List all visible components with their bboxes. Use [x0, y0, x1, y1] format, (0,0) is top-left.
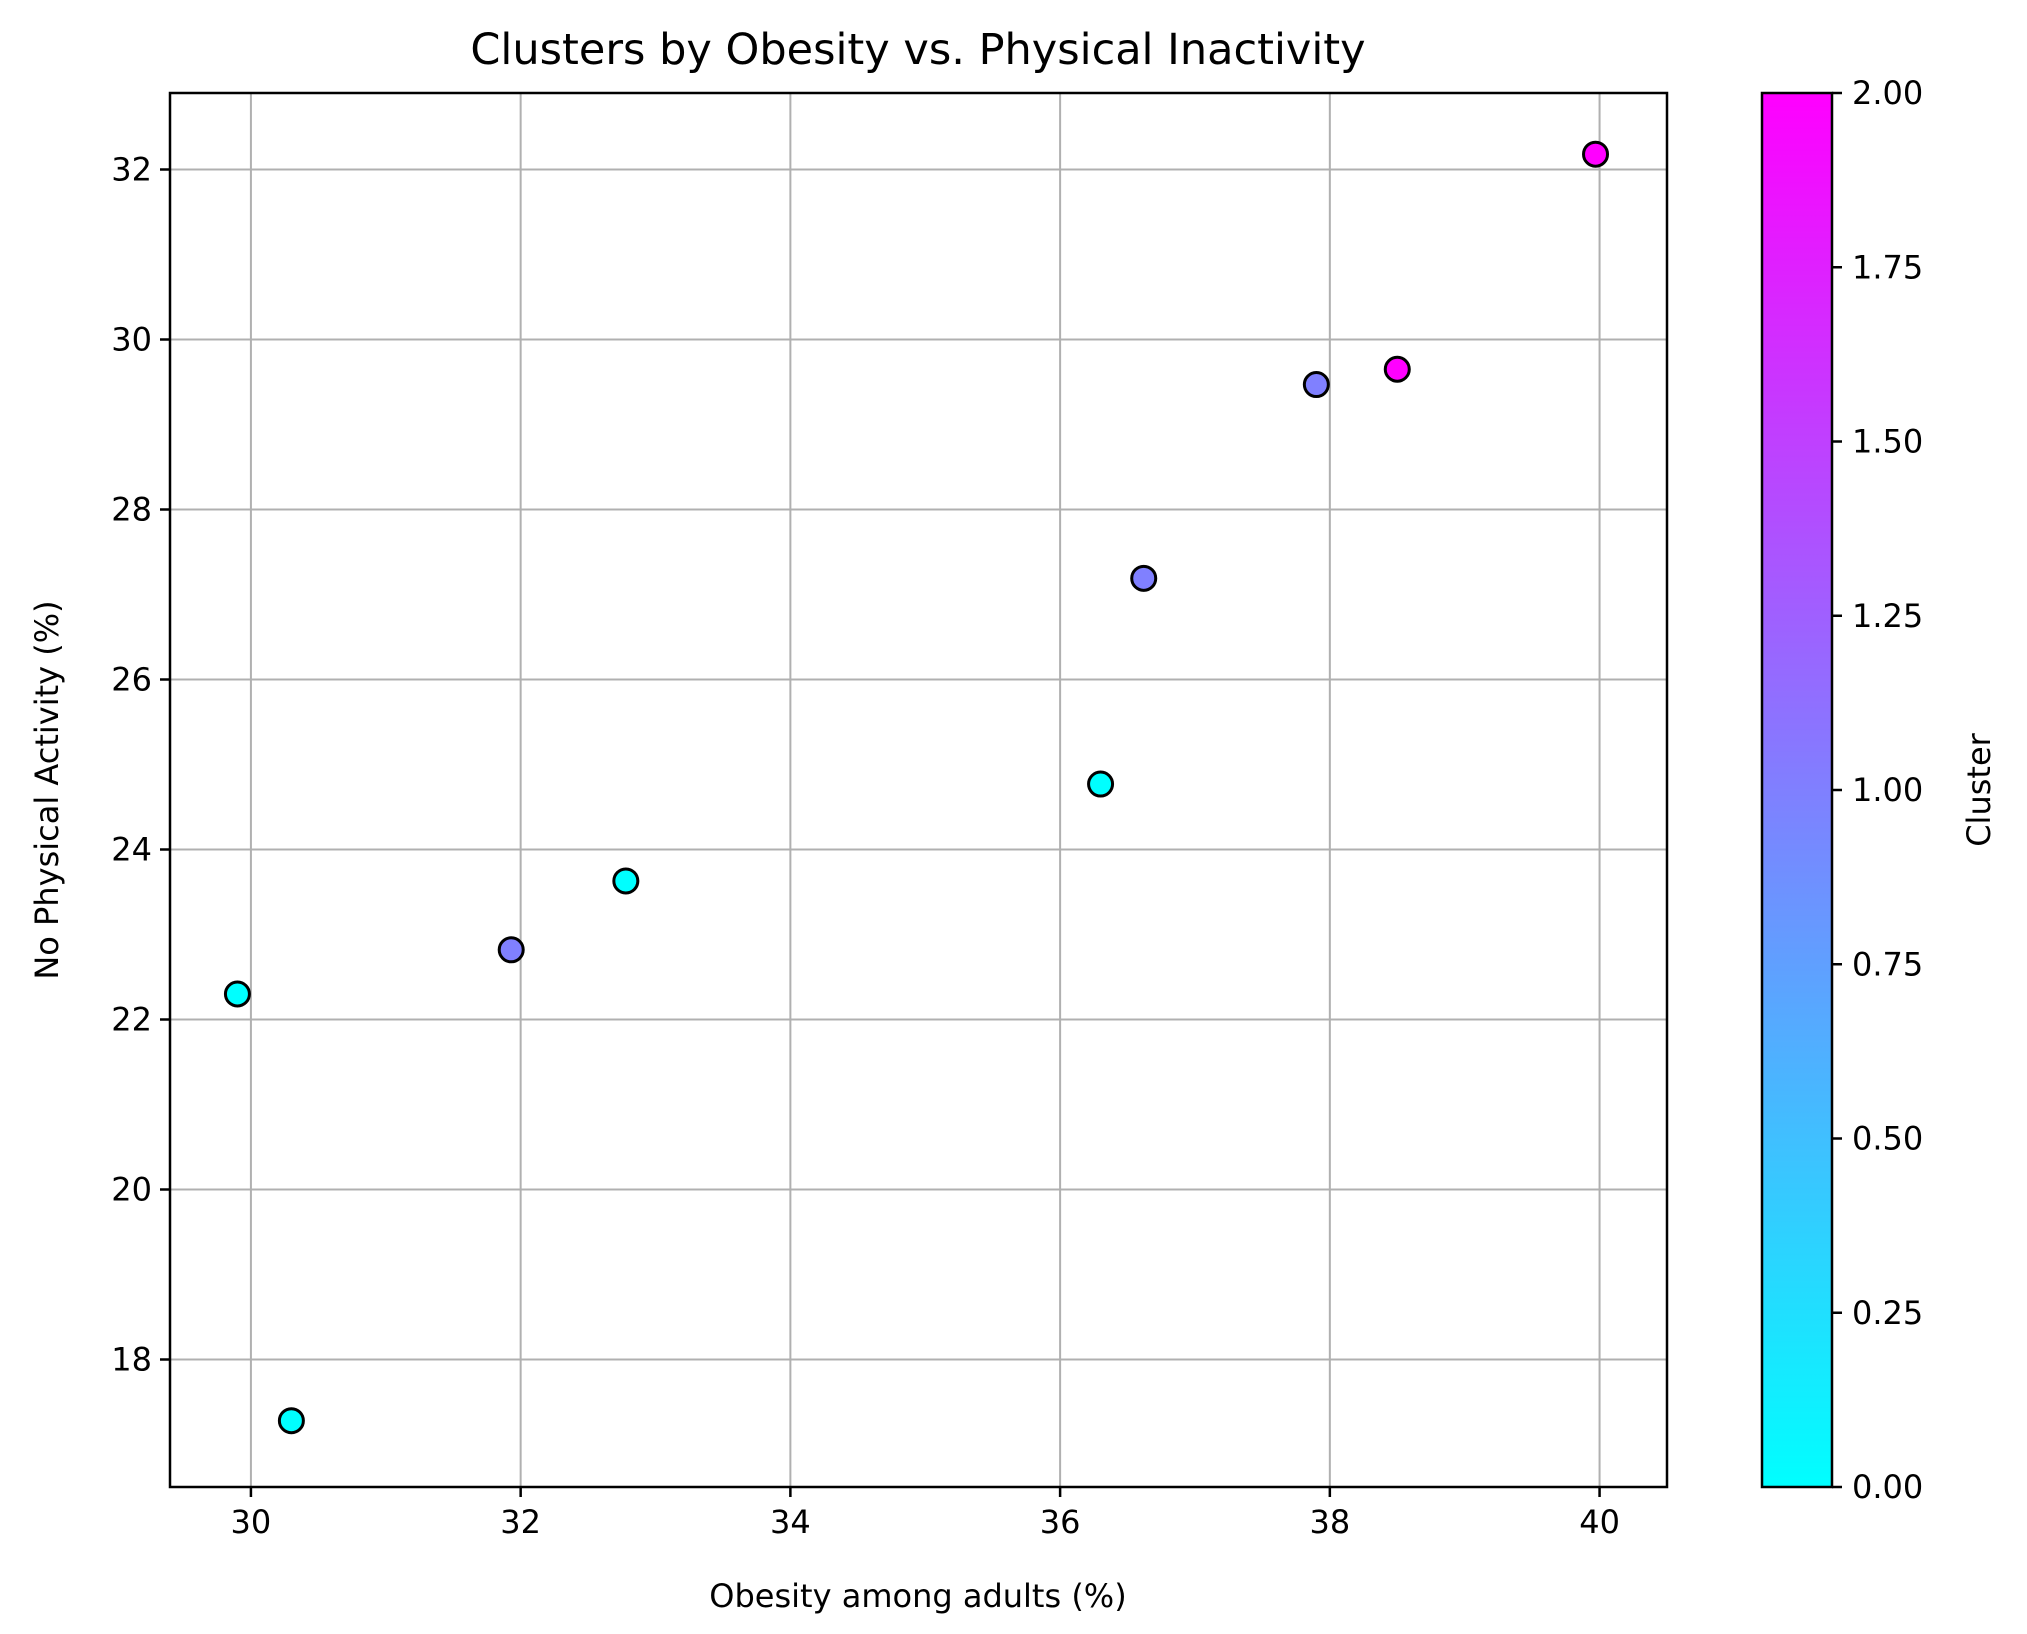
colorbar-tick-label: 0.25: [1852, 1294, 1923, 1332]
x-tick-label: 40: [1579, 1503, 1620, 1541]
scatter-point: [612, 867, 640, 895]
scatter-point: [497, 936, 525, 964]
colorbar-label: Cluster: [1960, 732, 1998, 846]
colorbar-tick-label: 1.50: [1852, 423, 1923, 461]
colorbar: [1760, 91, 1834, 1489]
x-axis-ticks: 30 32 34 36 38 40: [231, 1487, 1620, 1541]
y-axis-ticks: 18 20 22 24 26 28 30 32: [111, 151, 170, 1379]
colorbar-tick-label: 0.75: [1852, 945, 1923, 983]
scatter-point: [223, 980, 251, 1008]
scatter-point: [277, 1407, 305, 1435]
chart-title: Clusters by Obesity vs. Physical Inactiv…: [470, 25, 1365, 75]
scatter-point: [1383, 355, 1411, 383]
grid-lines: [170, 93, 1667, 1487]
colorbar-tick-label: 0.50: [1852, 1120, 1923, 1158]
y-tick-label: 28: [111, 491, 152, 529]
colorbar-tick-label: 2.00: [1852, 74, 1923, 112]
scatter-point: [1302, 371, 1330, 399]
scatter-point: [1087, 770, 1115, 798]
data-points: [223, 140, 1610, 1435]
colorbar-ticks: 0.00 0.25 0.50 0.75 1.00 1.25 1.50 1.75 2.00: [1832, 74, 1923, 1506]
y-axis-label: No Physical Activity (%): [28, 600, 66, 979]
y-tick-label: 22: [111, 1001, 152, 1039]
colorbar-tick-label: 1.75: [1852, 248, 1923, 286]
y-tick-label: 24: [111, 831, 152, 869]
x-tick-label: 30: [231, 1503, 272, 1541]
x-tick-label: 32: [500, 1503, 541, 1541]
colorbar-tick-label: 0.00: [1852, 1468, 1923, 1506]
plot-frame: [168, 91, 1669, 1489]
x-axis-label: Obesity among adults (%): [709, 1577, 1126, 1615]
y-tick-label: 20: [111, 1171, 152, 1209]
y-tick-label: 32: [111, 151, 152, 189]
scatter-point: [1582, 140, 1610, 168]
scatter-point: [1130, 564, 1158, 592]
y-tick-label: 30: [111, 321, 152, 359]
x-tick-label: 36: [1040, 1503, 1081, 1541]
y-tick-label: 26: [111, 661, 152, 699]
y-tick-label: 18: [111, 1341, 152, 1379]
colorbar-tick-label: 1.25: [1852, 597, 1923, 635]
x-tick-label: 38: [1309, 1503, 1350, 1541]
colorbar-tick-label: 1.00: [1852, 771, 1923, 809]
x-tick-label: 34: [770, 1503, 811, 1541]
